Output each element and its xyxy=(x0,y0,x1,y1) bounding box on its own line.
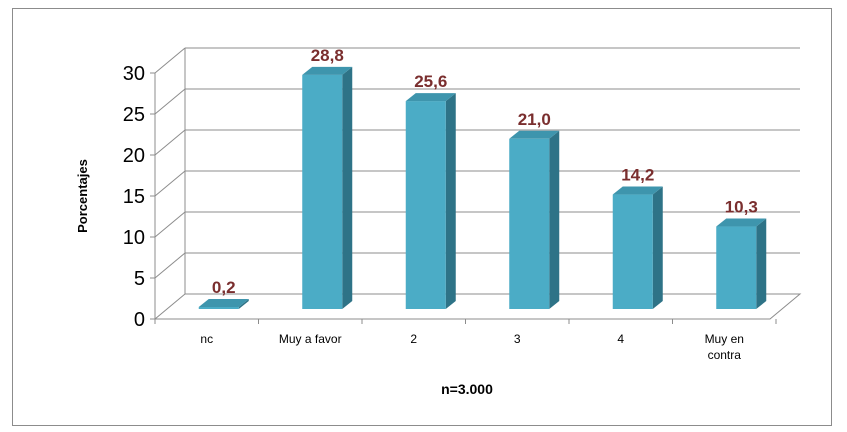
category-label: 3 xyxy=(514,332,521,346)
data-label: 25,6 xyxy=(414,72,447,91)
gridline-side xyxy=(154,211,186,238)
category-label: Muy a favor xyxy=(279,332,342,346)
bar-side xyxy=(652,186,663,309)
gridline-side xyxy=(154,170,186,197)
x-axis-label: n=3.000 xyxy=(441,381,493,397)
bar-side xyxy=(445,93,456,309)
bar-top xyxy=(405,93,456,102)
y-tick-label: 10 xyxy=(123,227,145,249)
bar xyxy=(509,138,550,309)
category-label: 4 xyxy=(617,332,624,346)
bar-side xyxy=(238,299,249,309)
data-label: 21,0 xyxy=(518,110,551,129)
bar-top xyxy=(509,130,560,139)
y-tick-label: 0 xyxy=(134,309,145,331)
bar xyxy=(716,226,757,309)
bar-side xyxy=(342,66,353,309)
data-label: 14,2 xyxy=(621,166,654,185)
y-axis-label: Porcentajes xyxy=(75,159,90,233)
bar-side xyxy=(549,130,560,309)
y-tick-label: 5 xyxy=(134,268,145,290)
bar-top xyxy=(612,186,663,195)
y-tick-label: 30 xyxy=(123,63,145,85)
bar-side xyxy=(756,218,767,309)
bar xyxy=(198,307,239,309)
y-tick-label: 15 xyxy=(123,186,145,208)
y-tick-label: 20 xyxy=(123,145,145,167)
category-label: 2 xyxy=(410,332,417,346)
category-label: Muy en contra xyxy=(705,332,744,362)
gridline-side xyxy=(154,129,186,156)
gridline-side xyxy=(154,252,186,279)
gridline-side xyxy=(154,88,186,115)
category-label: nc xyxy=(200,332,213,346)
bar xyxy=(302,74,343,309)
bar xyxy=(405,101,446,309)
data-label: 28,8 xyxy=(311,46,344,65)
bar-top xyxy=(198,299,249,307)
data-label: 0,2 xyxy=(212,278,236,297)
y-tick-label: 25 xyxy=(123,104,145,126)
gridline-side xyxy=(154,47,186,74)
bar-top xyxy=(302,66,353,75)
data-label: 10,3 xyxy=(725,198,758,217)
bar xyxy=(612,194,653,309)
chart-floor xyxy=(153,293,802,320)
bar-top xyxy=(716,218,767,227)
